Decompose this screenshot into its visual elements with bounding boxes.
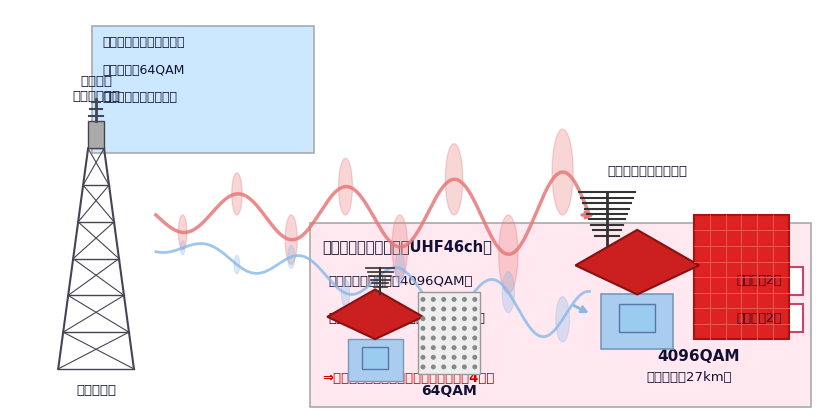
Ellipse shape — [552, 129, 573, 215]
FancyBboxPatch shape — [362, 347, 388, 369]
Circle shape — [462, 326, 467, 331]
Circle shape — [420, 316, 425, 321]
Circle shape — [462, 306, 467, 311]
Circle shape — [472, 345, 477, 350]
FancyBboxPatch shape — [620, 304, 655, 332]
Text: 偶波共用
送信アンテナ: 偶波共用 送信アンテナ — [72, 75, 120, 103]
Circle shape — [462, 355, 467, 360]
Ellipse shape — [181, 241, 185, 255]
Text: 地デジの2倍: 地デジの2倍 — [736, 312, 781, 325]
Circle shape — [462, 297, 467, 302]
Ellipse shape — [339, 158, 353, 215]
Circle shape — [431, 355, 436, 360]
FancyBboxPatch shape — [88, 121, 104, 148]
Circle shape — [441, 316, 446, 321]
FancyBboxPatch shape — [694, 215, 789, 339]
Text: ・超多値変調技術（4096QAM）: ・超多値変調技術（4096QAM） — [328, 275, 472, 288]
Circle shape — [431, 326, 436, 331]
Circle shape — [441, 326, 446, 331]
Circle shape — [441, 336, 446, 340]
Circle shape — [441, 364, 446, 369]
Circle shape — [431, 364, 436, 369]
Ellipse shape — [232, 173, 242, 215]
FancyBboxPatch shape — [348, 339, 402, 381]
Circle shape — [472, 326, 477, 331]
Polygon shape — [576, 230, 699, 294]
Ellipse shape — [395, 252, 405, 284]
Circle shape — [420, 355, 425, 360]
Circle shape — [472, 306, 477, 311]
Ellipse shape — [234, 255, 240, 274]
Circle shape — [472, 364, 477, 369]
Circle shape — [441, 355, 446, 360]
Circle shape — [441, 306, 446, 311]
Circle shape — [452, 306, 457, 311]
Text: 地デジの2倍: 地デジの2倍 — [736, 274, 781, 287]
Text: ・２つの偶波を利用（偶波MIMO技術）: ・２つの偶波を利用（偶波MIMO技術） — [328, 312, 485, 325]
Text: 実験試験局: 実験試験局 — [76, 384, 116, 397]
Circle shape — [462, 316, 467, 321]
Ellipse shape — [341, 279, 349, 307]
Circle shape — [420, 326, 425, 331]
Ellipse shape — [287, 245, 295, 269]
Text: ・変調方式64QAM: ・変調方式64QAM — [102, 64, 184, 77]
Circle shape — [472, 297, 477, 302]
Circle shape — [472, 316, 477, 321]
Ellipse shape — [556, 296, 569, 342]
Text: 長距離（紧27km）: 長距離（紧27km） — [646, 371, 732, 384]
Circle shape — [452, 297, 457, 302]
Circle shape — [452, 355, 457, 360]
Circle shape — [431, 336, 436, 340]
Text: 偶波共用受信アンテナ: 偶波共用受信アンテナ — [607, 165, 687, 178]
Circle shape — [420, 364, 425, 369]
Circle shape — [452, 326, 457, 331]
Circle shape — [431, 306, 436, 311]
Circle shape — [452, 345, 457, 350]
Circle shape — [441, 297, 446, 302]
Ellipse shape — [178, 215, 187, 250]
Circle shape — [472, 355, 477, 360]
Text: 現在の地上デジタル放送: 現在の地上デジタル放送 — [102, 36, 184, 49]
Circle shape — [420, 297, 425, 302]
Text: ・１つの偶波のみ利用: ・１つの偶波のみ利用 — [102, 91, 177, 104]
Circle shape — [441, 345, 446, 350]
Circle shape — [462, 345, 467, 350]
Circle shape — [431, 345, 436, 350]
Circle shape — [420, 336, 425, 340]
Circle shape — [472, 336, 477, 340]
Circle shape — [431, 316, 436, 321]
Ellipse shape — [502, 272, 515, 313]
Circle shape — [420, 345, 425, 350]
Ellipse shape — [445, 144, 463, 215]
Circle shape — [462, 336, 467, 340]
Text: ⇒大容量伝送の実現（現在の地デジの約4倍）: ⇒大容量伝送の実現（現在の地デジの約4倍） — [322, 372, 495, 385]
FancyBboxPatch shape — [92, 26, 314, 153]
Text: 64QAM: 64QAM — [421, 384, 477, 398]
Ellipse shape — [499, 215, 518, 294]
Circle shape — [452, 364, 457, 369]
Circle shape — [452, 336, 457, 340]
Ellipse shape — [392, 215, 407, 279]
Text: 今回の実験試験局　（UHF46ch）: 今回の実験試験局 （UHF46ch） — [322, 239, 492, 254]
Circle shape — [452, 316, 457, 321]
FancyBboxPatch shape — [310, 223, 810, 407]
Ellipse shape — [285, 215, 297, 264]
FancyBboxPatch shape — [418, 292, 480, 374]
FancyBboxPatch shape — [715, 267, 803, 294]
Ellipse shape — [449, 295, 459, 332]
Circle shape — [420, 306, 425, 311]
Circle shape — [462, 364, 467, 369]
FancyBboxPatch shape — [715, 304, 803, 332]
Circle shape — [431, 297, 436, 302]
Text: 4096QAM: 4096QAM — [657, 349, 740, 364]
FancyBboxPatch shape — [601, 294, 673, 349]
Polygon shape — [327, 289, 423, 339]
